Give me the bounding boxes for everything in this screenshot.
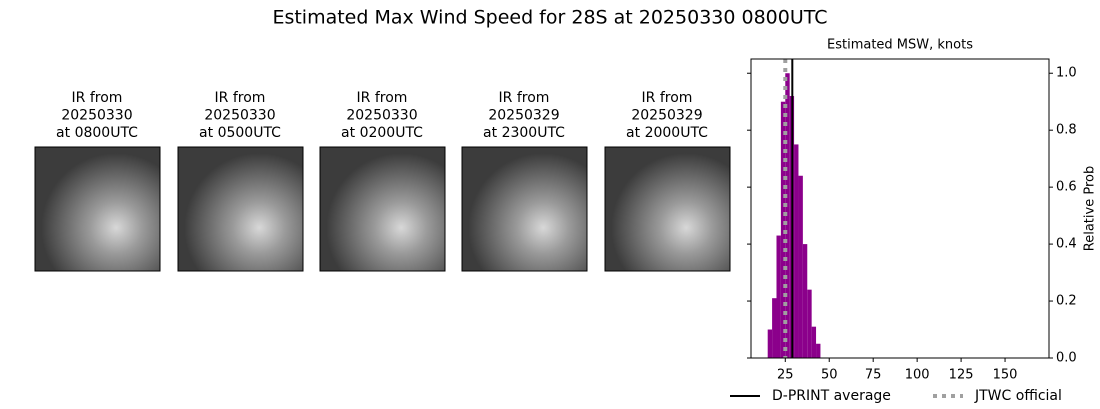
plot-frame xyxy=(750,58,1050,359)
panel-title: 20250329 xyxy=(488,108,559,124)
ir-image xyxy=(604,146,731,272)
y-axis-label: Relative Prob xyxy=(1083,166,1098,251)
x-tick-label: 150 xyxy=(993,368,1018,383)
bar xyxy=(767,329,773,358)
y-tick-label: 0.2 xyxy=(1056,294,1077,309)
panel-title: IR from xyxy=(72,90,123,106)
y-tick-label: 0.4 xyxy=(1056,237,1077,252)
bar xyxy=(772,298,777,358)
y-tick-label: 0.0 xyxy=(1056,351,1077,366)
panel-title: 20250329 xyxy=(631,108,702,124)
ir-image xyxy=(177,146,304,272)
y-tick-label: 0.6 xyxy=(1056,180,1077,195)
x-tick-label: 100 xyxy=(905,368,930,383)
x-tick-label: 50 xyxy=(821,368,838,383)
panel-title: IR from xyxy=(499,90,550,106)
panel-title: IR from xyxy=(642,90,693,106)
histogram: Estimated MSW, knots Relative Prob D-PRINT… xyxy=(730,38,1098,404)
bar xyxy=(807,289,812,358)
y-tick-label: 1.0 xyxy=(1056,66,1077,81)
chart-subtitle: Estimated MSW, knots xyxy=(827,38,973,53)
x-tick-label: 75 xyxy=(865,368,882,383)
bar xyxy=(776,235,781,358)
bar xyxy=(811,326,817,358)
bar xyxy=(794,144,799,358)
legend-label: D-PRINT average xyxy=(772,388,891,404)
bar xyxy=(816,343,821,358)
x-tick-label: 25 xyxy=(777,368,794,383)
y-tick-label: 0.8 xyxy=(1056,123,1077,138)
panel-title: at 2300UTC xyxy=(483,125,565,141)
panel-title: at 0500UTC xyxy=(199,125,281,141)
ir-image xyxy=(319,146,446,272)
title: Estimated Max Wind Speed for 28S at 2025… xyxy=(272,7,827,29)
panel-title: at 0200UTC xyxy=(341,125,423,141)
legend-label: JTWC official xyxy=(974,388,1062,404)
panel-title: 20250330 xyxy=(61,108,132,124)
ir-image xyxy=(461,146,588,272)
bar xyxy=(802,244,808,358)
panel-title: 20250330 xyxy=(204,108,275,124)
bar xyxy=(785,73,790,358)
panel-title: IR from xyxy=(215,90,266,106)
panel-title: IR from xyxy=(357,90,408,106)
x-tick-label: 125 xyxy=(949,368,974,383)
bar xyxy=(798,175,803,358)
panel-title: at 0800UTC xyxy=(56,125,138,141)
bar xyxy=(780,101,786,358)
ir-image xyxy=(34,146,161,272)
panel-title: 20250330 xyxy=(346,108,417,124)
panel-title: at 2000UTC xyxy=(626,125,708,141)
